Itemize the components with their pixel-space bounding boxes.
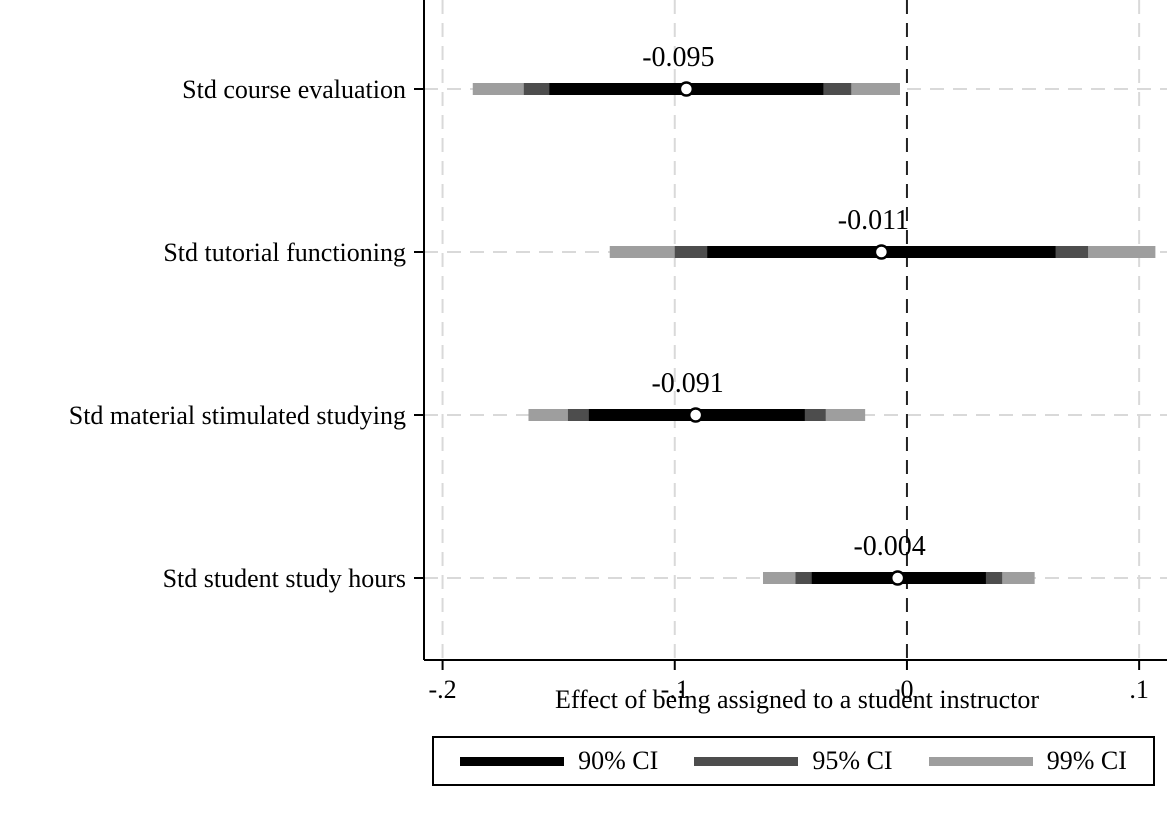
x-tick-label: -.2	[428, 675, 456, 704]
point-estimate-marker	[678, 81, 695, 97]
point-estimates	[678, 81, 906, 586]
estimate-label: -0.011	[838, 205, 909, 236]
legend-label: 99% CI	[1046, 746, 1127, 775]
point-estimate-marker	[687, 407, 704, 423]
category-label: Std student study hours	[163, 564, 406, 593]
legend-swatch	[460, 756, 565, 766]
x-tick-label: -.1	[661, 675, 689, 704]
estimate-labels: -0.095 -0.011 -0.091 -0.004	[642, 42, 926, 562]
legend-item: 90% CI	[460, 746, 658, 776]
axes: Std course evaluation Std tutorial functi…	[69, 0, 1167, 704]
point-estimate-marker	[889, 570, 906, 586]
x-tick-label: .1	[1129, 675, 1149, 704]
estimate-label: -0.095	[642, 42, 714, 73]
point-estimate-marker	[873, 244, 890, 260]
x-tick-label: 0	[900, 675, 913, 704]
category-label: Std course evaluation	[182, 75, 406, 104]
category-label: Std tutorial functioning	[163, 238, 406, 267]
legend-swatch	[694, 756, 799, 766]
confidence-intervals	[472, 83, 1156, 584]
legend-label: 95% CI	[812, 746, 893, 775]
legend-swatch	[928, 756, 1033, 766]
grid-lines	[424, 0, 1167, 660]
legend-label: 90% CI	[578, 746, 659, 775]
legend-item: 95% CI	[694, 746, 893, 776]
coefficient-plot: -0.095 -0.011 -0.091 -0.004 Std course eval…	[69, 0, 1167, 714]
legend-item: 99% CI	[928, 746, 1127, 776]
estimate-label: -0.004	[853, 531, 925, 562]
x-axis-label: Effect of being assigned to a student in…	[555, 685, 1039, 714]
estimate-label: -0.091	[651, 368, 723, 399]
category-label: Std material stimulated studying	[69, 401, 406, 430]
legend: 90% CI 95% CI 99% CI	[432, 736, 1155, 786]
